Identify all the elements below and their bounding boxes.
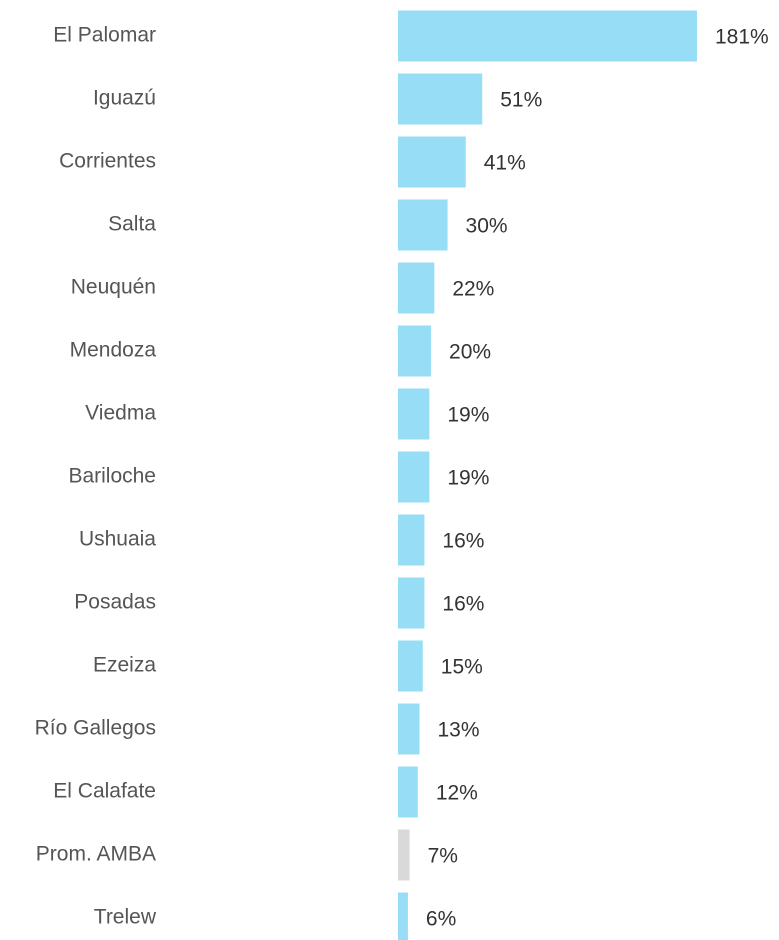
bar <box>398 766 418 818</box>
category-label: Río Gallegos <box>35 717 156 740</box>
value-label: 13% <box>437 719 479 742</box>
category-label: Viedma <box>85 402 156 425</box>
bar <box>398 136 466 188</box>
value-label: 19% <box>447 467 489 490</box>
category-label: Iguazú <box>93 87 156 110</box>
category-label: Ezeiza <box>93 654 156 677</box>
category-label: Prom. AMBA <box>36 843 156 866</box>
value-label: 41% <box>484 152 526 175</box>
bar <box>398 577 425 629</box>
bar <box>398 262 435 314</box>
category-label: Bariloche <box>68 465 156 488</box>
bar <box>398 829 410 881</box>
value-label: 30% <box>466 215 508 238</box>
bar <box>398 892 408 940</box>
value-label: 181% <box>715 26 769 49</box>
value-label: 12% <box>436 782 478 805</box>
bar <box>398 73 483 125</box>
bar <box>398 514 425 566</box>
category-label: El Palomar <box>53 24 156 47</box>
value-label: 6% <box>426 908 456 931</box>
category-label: Salta <box>108 213 156 236</box>
value-label: 16% <box>442 593 484 616</box>
bar <box>398 451 430 503</box>
value-label: 7% <box>428 845 458 868</box>
category-label: Mendoza <box>70 339 157 362</box>
category-label: Corrientes <box>59 150 156 173</box>
value-label: 15% <box>441 656 483 679</box>
value-label: 22% <box>452 278 494 301</box>
category-label: Posadas <box>74 591 156 614</box>
value-label: 20% <box>449 341 491 364</box>
category-label: El Calafate <box>53 780 156 803</box>
bar <box>398 325 432 377</box>
bar <box>398 388 430 440</box>
category-label: Trelew <box>94 906 157 929</box>
category-label: Neuquén <box>71 276 156 299</box>
bar <box>398 10 697 62</box>
value-label: 19% <box>447 404 489 427</box>
bar <box>398 640 423 692</box>
bar <box>398 703 420 755</box>
bar <box>398 199 448 251</box>
value-label: 16% <box>442 530 484 553</box>
category-label: Ushuaia <box>79 528 156 551</box>
value-label: 51% <box>500 89 542 112</box>
